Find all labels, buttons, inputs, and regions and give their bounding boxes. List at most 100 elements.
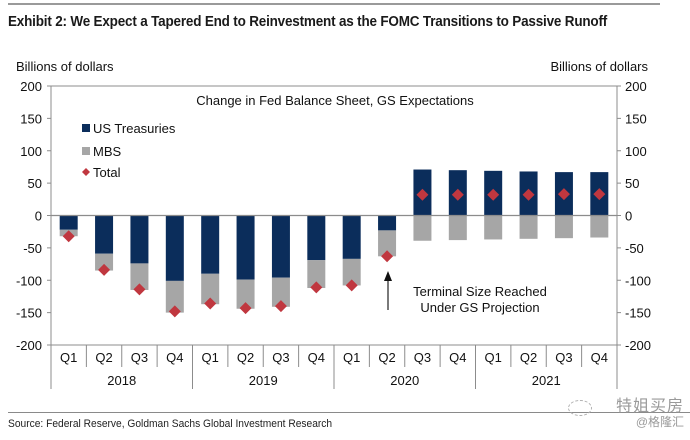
x-tick-label: Q2 xyxy=(520,350,537,365)
bars-layer xyxy=(59,169,609,313)
marker-total xyxy=(381,250,394,263)
x-tick-label: Q2 xyxy=(237,350,254,365)
marker-total xyxy=(487,188,500,201)
x-tick-label: Q4 xyxy=(449,350,466,365)
legend-swatch-us-treasuries xyxy=(82,124,90,132)
x-tick-label: Q1 xyxy=(343,350,360,365)
x-tick-label: Q3 xyxy=(555,350,572,365)
bar-us-treasuries xyxy=(342,215,361,259)
marker-total xyxy=(593,188,606,201)
bar-mbs xyxy=(554,215,573,239)
bar-us-treasuries xyxy=(59,215,78,230)
y-axis-right-label: Billions of dollars xyxy=(550,59,648,74)
bar-mbs xyxy=(271,277,290,307)
bar-mbs xyxy=(236,279,255,309)
y-tick-label-left: -100 xyxy=(16,273,42,288)
marker-total xyxy=(204,297,217,310)
top-rule xyxy=(8,3,660,5)
marker-total xyxy=(416,188,429,201)
x-tick-label: Q1 xyxy=(485,350,502,365)
x-tick-label: Q3 xyxy=(131,350,148,365)
x-group-label: 2021 xyxy=(532,373,561,388)
x-tick-label: Q4 xyxy=(166,350,183,365)
source-note: Source: Federal Reserve, Goldman Sachs G… xyxy=(8,418,333,430)
bar-mbs xyxy=(95,253,114,271)
y-tick-label-right: 150 xyxy=(625,111,647,126)
annotation-line1: Terminal Size Reached xyxy=(413,284,547,299)
y-tick-label-left: 0 xyxy=(35,209,42,224)
bar-us-treasuries xyxy=(201,215,220,274)
bar-mbs xyxy=(448,215,467,241)
marker-total xyxy=(522,188,535,201)
bar-mbs xyxy=(590,215,609,238)
x-group-label: 2019 xyxy=(249,373,278,388)
y-tick-label-left: 50 xyxy=(28,176,42,191)
y-tick-label-right: -150 xyxy=(625,306,651,321)
y-tick-label-right: 200 xyxy=(625,79,647,94)
watermark-line2: @格隆汇 xyxy=(635,414,684,429)
bar-us-treasuries xyxy=(236,215,255,280)
marker-total xyxy=(133,283,146,296)
bar-us-treasuries xyxy=(95,215,114,254)
watermark-line1: 特姐买房 xyxy=(615,398,684,415)
bar-mbs xyxy=(484,215,503,240)
legend-label-us-treasuries: US Treasuries xyxy=(93,121,176,136)
y-tick-label-right: -50 xyxy=(625,241,644,256)
y-tick-label-left: 200 xyxy=(20,79,42,94)
y-tick-label-left: -150 xyxy=(16,306,42,321)
axes-layer: 200 200 150 150 100 100 50 50 0 0 -50 -50 -100 -100 -1… xyxy=(16,79,651,389)
y-tick-label-right: 100 xyxy=(625,144,647,159)
y-tick-label-left: 100 xyxy=(20,144,42,159)
bar-mbs xyxy=(342,258,361,286)
y-tick-label-left: -50 xyxy=(23,241,42,256)
x-tick-label: Q3 xyxy=(272,350,289,365)
bottom-rule xyxy=(8,412,690,413)
y-tick-label-left: 150 xyxy=(20,111,42,126)
legend: US Treasuries MBS Total xyxy=(82,121,176,180)
watermark-logo-icon xyxy=(567,400,592,416)
exhibit-title: Exhibit 2: We Expect a Tapered End to Re… xyxy=(8,14,608,30)
x-tick-label: Q3 xyxy=(414,350,431,365)
marker-total xyxy=(98,263,111,276)
bar-mbs xyxy=(165,280,184,313)
legend-swatch-total xyxy=(82,168,90,176)
legend-swatch-mbs xyxy=(82,147,90,155)
x-group-label: 2020 xyxy=(390,373,419,388)
marker-total xyxy=(62,230,75,243)
x-tick-label: Q4 xyxy=(591,350,608,365)
y-axis-left-label: Billions of dollars xyxy=(16,59,114,74)
bar-mbs xyxy=(307,260,326,289)
bar-us-treasuries xyxy=(307,215,326,261)
y-tick-label-right: 50 xyxy=(625,176,639,191)
bar-us-treasuries xyxy=(165,215,184,281)
annotation-line2: Under GS Projection xyxy=(420,300,539,315)
legend-label-mbs: MBS xyxy=(93,144,122,159)
bar-mbs xyxy=(130,263,149,290)
marker-total xyxy=(310,281,323,294)
bar-us-treasuries xyxy=(378,215,397,231)
y-tick-label-left: -200 xyxy=(16,338,42,353)
marker-total xyxy=(557,188,570,201)
annotation: Terminal Size Reached Under GS Projectio… xyxy=(384,271,547,315)
bar-us-treasuries xyxy=(130,215,149,264)
marker-total xyxy=(239,302,252,315)
x-tick-label: Q2 xyxy=(95,350,112,365)
watermark: 特姐买房 @格隆汇 xyxy=(567,398,684,429)
bar-mbs xyxy=(519,215,538,239)
y-tick-label-right: -100 xyxy=(625,273,651,288)
x-tick-label: Q2 xyxy=(378,350,395,365)
x-tick-label: Q1 xyxy=(202,350,219,365)
marker-total xyxy=(345,279,358,292)
bar-mbs xyxy=(201,273,220,305)
marker-total xyxy=(274,300,287,313)
marker-total xyxy=(168,305,181,318)
marker-total xyxy=(451,188,464,201)
bar-us-treasuries xyxy=(271,215,290,278)
y-tick-label-right: -200 xyxy=(625,338,651,353)
annotation-arrow-icon xyxy=(384,271,392,281)
bar-mbs xyxy=(413,215,432,241)
bar-mbs xyxy=(378,230,397,257)
x-tick-label: Q4 xyxy=(308,350,325,365)
x-tick-label: Q1 xyxy=(60,350,77,365)
